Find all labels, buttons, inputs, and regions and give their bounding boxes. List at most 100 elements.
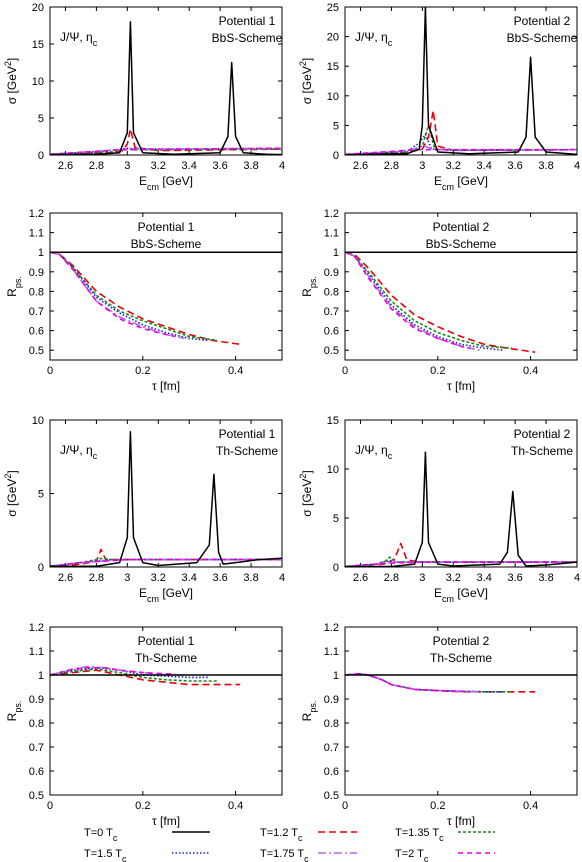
y-axis-label: Rps. <box>5 276 23 297</box>
x-tick-label: 3.4 <box>477 572 492 584</box>
series-line-1 <box>345 251 536 353</box>
y-tick-label: 1.1 <box>324 646 339 658</box>
legend-item: T=1.35 Tc <box>395 827 495 843</box>
x-tick-label: 3.4 <box>182 160 197 172</box>
y-tick-label: 0.6 <box>324 326 339 338</box>
panel-p5: 2.6 2.8 3 3.2 3.4 3.6 3.8 4 0 5 10 Ecm [GeV] σ [GeV2… <box>3 415 285 604</box>
y-tick-label: 10 <box>327 464 339 476</box>
legend-item: T=0 Tc <box>84 827 210 843</box>
series-group <box>345 251 577 353</box>
y-tick-label: 0.9 <box>29 267 44 279</box>
y-axis-label: σ [GeV2] <box>298 470 314 516</box>
x-axis-label: τ [fm] <box>152 814 180 828</box>
plot-frame <box>49 212 283 361</box>
particle-label: J/Ψ, ηc <box>355 443 393 461</box>
y-tick-label: 0.5 <box>324 345 339 357</box>
panel-annotation: BbS-Scheme <box>507 31 578 45</box>
x-tick-label: 0.2 <box>430 800 445 812</box>
y-axis-label: σ [GeV2] <box>298 58 314 104</box>
x-tick-label: 2.6 <box>58 160 73 172</box>
series-line-5 <box>345 251 471 349</box>
panel-annotation: BbS-Scheme <box>212 31 283 45</box>
y-tick-label: 0.9 <box>324 267 339 279</box>
x-tick-label: 2.8 <box>89 160 104 172</box>
legend-label: T=1.75 Tc <box>260 848 309 862</box>
x-axis-label: Ecm [GeV] <box>139 174 193 192</box>
x-axis-label: τ [fm] <box>447 814 475 828</box>
x-tick-label: 3.6 <box>212 572 227 584</box>
panel-p7: 0 0.2 0.4 0.5 0.6 0.7 0.8 0.9 1 1.1 1.2 τ [fm] Rps. P… <box>5 622 283 828</box>
x-tick-label: 2.8 <box>384 160 399 172</box>
plot-frame <box>344 419 578 568</box>
x-axis-label: Ecm [GeV] <box>434 586 488 604</box>
panel-annotation: Potential 1 <box>138 634 195 648</box>
panel-p1: 2.6 2.8 3 3.2 3.4 3.6 3.8 4 0 5 10 15 20 Ecm [GeV] σ [… <box>3 2 285 192</box>
x-tick-label: 3.2 <box>446 572 461 584</box>
panel-annotation: Th-Scheme <box>430 651 492 665</box>
x-tick-label: 2.8 <box>384 572 399 584</box>
plot-frame <box>49 626 283 796</box>
series-line-1 <box>50 128 282 155</box>
plot-frame <box>344 212 578 361</box>
panel-annotation: BbS-Scheme <box>426 237 497 251</box>
series-line-3 <box>345 251 503 351</box>
legend-label: T=1.5 Tc <box>84 848 127 862</box>
x-tick-label: 3 <box>419 572 425 584</box>
y-tick-label: 0 <box>333 562 339 574</box>
y-tick-label: 0.7 <box>324 742 339 754</box>
x-tick-label: 3.8 <box>538 572 553 584</box>
y-tick-label: 15 <box>327 415 339 427</box>
legend-item: T=2 Tc <box>395 848 495 862</box>
panel-annotation: Potential 1 <box>138 220 195 234</box>
y-tick-label: 20 <box>32 2 44 14</box>
x-tick-label: 0.4 <box>228 800 243 812</box>
x-tick-label: 4 <box>279 160 285 172</box>
legend-label: T=1.35 Tc <box>395 827 444 843</box>
panel-p3: 0 0.2 0.4 0.5 0.6 0.7 0.8 0.9 1 1.1 1.2 τ [fm] Rps. P… <box>5 208 283 393</box>
y-tick-label: 0.5 <box>29 345 44 357</box>
panel-p2: 2.6 2.8 3 3.2 3.4 3.6 3.8 4 0 5 10 15 20 25 Ecm [GeV] σ… <box>298 2 580 192</box>
series-line-5 <box>50 147 282 155</box>
x-tick-label: 2.6 <box>58 572 73 584</box>
y-tick-label: 0.5 <box>324 790 339 802</box>
y-tick-label: 25 <box>327 2 339 14</box>
x-tick-label: 4 <box>279 572 285 584</box>
series-line-2 <box>345 672 512 693</box>
x-tick-label: 3.6 <box>507 160 522 172</box>
y-tick-label: 5 <box>38 489 44 501</box>
plot-frame <box>344 626 578 796</box>
legend-item: T=1.75 Tc <box>260 848 357 862</box>
series-group <box>345 7 577 155</box>
legend-item: T=1.2 Tc <box>260 827 357 843</box>
x-tick-label: 0 <box>342 365 348 377</box>
series-line-5 <box>345 561 577 567</box>
y-tick-label: 0.7 <box>324 306 339 318</box>
panel-annotation: Potential 1 <box>219 427 276 441</box>
panel-annotation: Potential 2 <box>433 220 490 234</box>
series-line-1 <box>50 251 241 346</box>
y-axis-label: σ [GeV2] <box>3 58 19 104</box>
y-tick-label: 0.8 <box>29 718 44 730</box>
plot-frame <box>344 6 578 156</box>
y-tick-label: 0 <box>38 150 44 162</box>
y-tick-label: 0.5 <box>29 790 44 802</box>
x-tick-label: 3.8 <box>538 160 553 172</box>
y-tick-label: 0 <box>38 562 44 574</box>
y-tick-label: 0 <box>333 150 339 162</box>
series-line-3 <box>345 133 577 155</box>
y-tick-label: 5 <box>333 513 339 525</box>
y-tick-label: 1.2 <box>29 208 44 220</box>
y-tick-label: 15 <box>327 61 339 73</box>
series-line-5 <box>345 672 471 693</box>
y-axis-label: Rps. <box>300 276 318 297</box>
x-tick-label: 4 <box>574 160 580 172</box>
y-axis-label: Rps. <box>300 701 318 722</box>
series-group <box>50 21 282 155</box>
particle-label: J/Ψ, ηc <box>60 30 98 48</box>
series-line-4 <box>345 672 480 693</box>
panel-annotation: Potential 1 <box>219 14 276 28</box>
x-axis-label: τ [fm] <box>152 379 180 393</box>
series-group <box>345 451 577 567</box>
y-tick-label: 0.8 <box>29 286 44 298</box>
